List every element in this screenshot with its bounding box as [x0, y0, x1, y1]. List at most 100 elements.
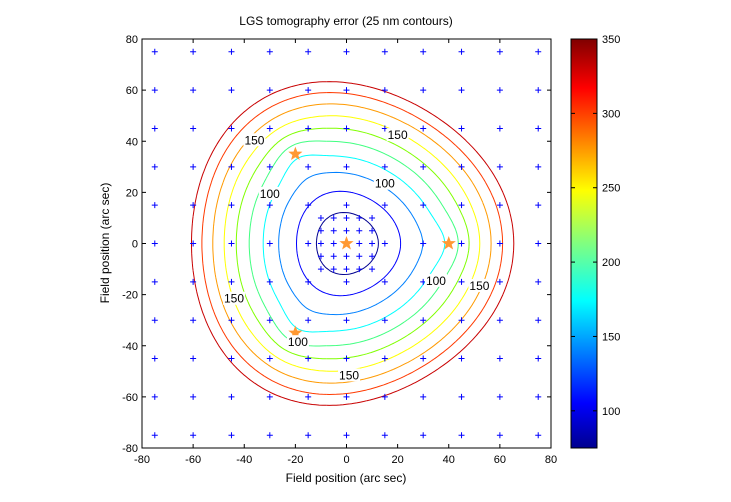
- grid-point-marker: [151, 125, 158, 132]
- contour-level-150: [278, 171, 424, 316]
- grid-point-marker: [420, 393, 427, 400]
- grid-point-marker: [535, 202, 542, 209]
- grid-point-marker: [190, 432, 197, 439]
- grid-point-marker: [496, 432, 503, 439]
- grid-point-marker: [190, 355, 197, 362]
- grid-point-marker: [381, 87, 388, 94]
- y-tick-label: -80: [122, 443, 138, 455]
- contour-level-125: [296, 190, 402, 297]
- grid-point-marker: [458, 48, 465, 55]
- grid-point-marker: [330, 240, 337, 247]
- grid-point-marker: [228, 163, 235, 170]
- grid-point-marker: [266, 317, 273, 324]
- contour-label-bg: [373, 176, 396, 190]
- grid-point-marker: [151, 87, 158, 94]
- grid-point-marker: [496, 355, 503, 362]
- grid-point-marker: [305, 432, 312, 439]
- grid-point-marker: [420, 87, 427, 94]
- grid-point-marker: [151, 317, 158, 324]
- grid-point-marker: [305, 87, 312, 94]
- colorbar-tick-label: 200: [602, 257, 620, 269]
- colorbar-tick-label: 350: [602, 34, 620, 46]
- contour-label-bg: [223, 291, 246, 305]
- grid-point-marker: [420, 317, 427, 324]
- contour-level-100: [315, 212, 379, 275]
- grid-point-marker: [151, 202, 158, 209]
- grid-point-marker: [535, 317, 542, 324]
- grid-point-marker: [381, 393, 388, 400]
- grid-point-marker: [458, 432, 465, 439]
- y-axis-ticks: -80 -60 -40 -20 0 20 40 60 80: [122, 34, 551, 455]
- x-tick-label: 60: [494, 454, 506, 466]
- grid-point-marker: [381, 202, 388, 209]
- grid-point-marker: [228, 355, 235, 362]
- grid-point-marker: [190, 125, 197, 132]
- grid-point-marker: [266, 125, 273, 132]
- grid-point-marker: [458, 355, 465, 362]
- grid-point-marker: [458, 87, 465, 94]
- contour-label: 150: [224, 292, 244, 306]
- contour-level-300: [201, 92, 504, 395]
- contour-label: 100: [288, 335, 308, 349]
- lgs-star-marker: [288, 146, 303, 161]
- grid-point-marker: [369, 227, 376, 234]
- grid-point-marker: [343, 48, 350, 55]
- grid-point-marker: [228, 432, 235, 439]
- grid-point-marker: [190, 278, 197, 285]
- contour-level-325: [191, 81, 515, 406]
- grid-point-marker: [151, 240, 158, 247]
- grid-point-marker: [535, 432, 542, 439]
- grid-point-marker: [343, 393, 350, 400]
- contour-label: 150: [339, 368, 359, 382]
- grid-point-marker: [305, 202, 312, 209]
- x-tick-label: -40: [236, 454, 252, 466]
- grid-point-marker: [305, 125, 312, 132]
- grid-point-marker: [190, 87, 197, 94]
- grid-point-marker: [420, 48, 427, 55]
- contour-lines: [191, 81, 515, 406]
- grid-point-marker: [330, 214, 337, 221]
- grid-point-marker: [228, 240, 235, 247]
- contour-level-225: [235, 127, 470, 360]
- y-tick-label: -60: [122, 392, 138, 404]
- colorbar: [570, 38, 598, 449]
- x-tick-label: 40: [443, 454, 455, 466]
- x-axis-ticks: -80 -60 -40 -20 0 20 40 60 80: [134, 39, 557, 466]
- grid-point-marker: [458, 393, 465, 400]
- grid-point-marker: [356, 240, 363, 247]
- grid-point-marker: [305, 393, 312, 400]
- grid-point-marker: [190, 317, 197, 324]
- grid-point-marker: [458, 125, 465, 132]
- grid-point-marker: [381, 317, 388, 324]
- y-tick-label: 20: [126, 187, 138, 199]
- grid-point-marker: [420, 355, 427, 362]
- grid-point-marker: [330, 227, 337, 234]
- grid-point-marker: [535, 278, 542, 285]
- colorbar-ticks: 100 150 200 250 300 350: [571, 34, 620, 418]
- y-tick-label: -20: [122, 290, 138, 302]
- chart-title: LGS tomography error (25 nm contours): [239, 14, 452, 28]
- grid-point-marker: [228, 48, 235, 55]
- grid-point-marker: [369, 240, 376, 247]
- grid-point-marker: [496, 163, 503, 170]
- grid-point-marker: [535, 87, 542, 94]
- contour-label: 100: [426, 274, 446, 288]
- x-tick-label: -80: [134, 454, 150, 466]
- grid-point-marker: [343, 278, 350, 285]
- lgs-star-marker: [441, 236, 456, 250]
- grid-point-marker: [317, 240, 324, 247]
- grid-points: [151, 48, 542, 439]
- colorbar-tick-label: 150: [602, 331, 620, 343]
- grid-point-marker: [266, 432, 273, 439]
- y-tick-label: 80: [126, 34, 138, 46]
- grid-point-marker: [369, 214, 376, 221]
- grid-point-marker: [535, 240, 542, 247]
- grid-point-marker: [151, 393, 158, 400]
- grid-point-marker: [228, 278, 235, 285]
- x-tick-label: 80: [545, 454, 557, 466]
- contour-label-bg: [338, 368, 361, 382]
- grid-point-marker: [356, 266, 363, 273]
- contour-level-275: [212, 103, 492, 384]
- grid-point-marker: [343, 87, 350, 94]
